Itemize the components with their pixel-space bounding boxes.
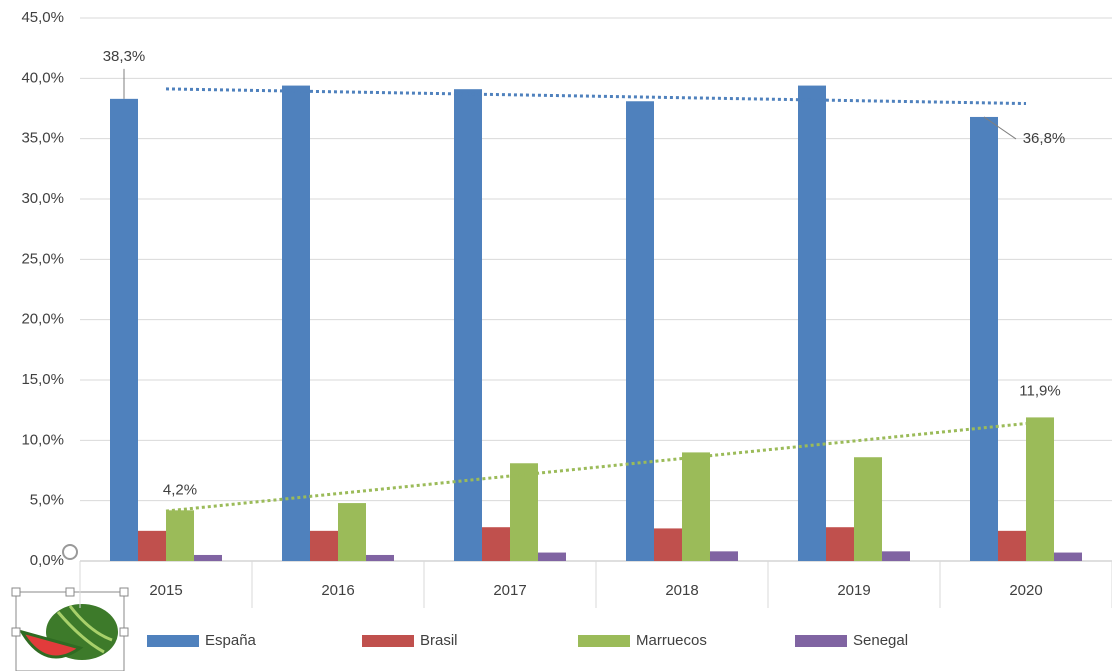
x-tick-label: 2017 bbox=[493, 582, 526, 599]
legend-label: Brasil bbox=[420, 632, 458, 649]
x-tick-label: 2016 bbox=[321, 582, 354, 599]
trendline bbox=[165, 87, 1027, 106]
bar bbox=[826, 527, 854, 561]
bar bbox=[338, 503, 366, 561]
rotate-handle bbox=[62, 544, 78, 560]
watermelon-image[interactable] bbox=[11, 544, 129, 671]
melon-slice bbox=[18, 629, 84, 659]
data-label: 11,9% bbox=[1019, 382, 1060, 399]
legend-label: Senegal bbox=[853, 632, 908, 649]
y-tick-label: 40,0% bbox=[21, 69, 64, 86]
legend-swatch bbox=[147, 635, 199, 647]
leader-line bbox=[983, 116, 1017, 140]
bar bbox=[194, 554, 222, 561]
y-tick-label: 35,0% bbox=[21, 130, 64, 147]
bar bbox=[970, 116, 998, 562]
bar bbox=[110, 98, 138, 561]
legend-swatch bbox=[578, 635, 630, 647]
bar bbox=[538, 552, 566, 561]
x-tick-label: 2018 bbox=[665, 582, 698, 599]
bar bbox=[454, 89, 482, 562]
bar bbox=[138, 530, 166, 561]
y-tick-label: 25,0% bbox=[21, 250, 64, 267]
bar bbox=[882, 551, 910, 561]
y-tick-label: 45,0% bbox=[21, 9, 64, 26]
data-label: 4,2% bbox=[163, 481, 197, 498]
data-label: 36,8% bbox=[1023, 130, 1066, 147]
bar bbox=[710, 551, 738, 561]
legend-label: España bbox=[205, 632, 257, 649]
y-tick-label: 30,0% bbox=[21, 190, 64, 207]
bar bbox=[310, 530, 338, 561]
x-tick-label: 2020 bbox=[1009, 582, 1042, 599]
melon-stripes bbox=[56, 605, 113, 654]
legend-swatch bbox=[795, 635, 847, 647]
y-tick-label: 10,0% bbox=[21, 431, 64, 448]
selection-handles bbox=[11, 587, 129, 637]
trendline bbox=[165, 422, 1027, 513]
legend-swatch bbox=[362, 635, 414, 647]
y-tick-label: 0,0% bbox=[30, 552, 64, 569]
bar bbox=[626, 101, 654, 561]
y-tick-label: 15,0% bbox=[21, 371, 64, 388]
bar bbox=[282, 85, 310, 561]
bar bbox=[366, 554, 394, 561]
x-tick-label: 2015 bbox=[149, 582, 182, 599]
bar bbox=[482, 527, 510, 561]
y-tick-label: 20,0% bbox=[21, 311, 64, 328]
x-tick-label: 2019 bbox=[837, 582, 870, 599]
data-label: 38,3% bbox=[103, 48, 146, 65]
bar bbox=[854, 457, 882, 561]
bar bbox=[654, 528, 682, 561]
bar bbox=[1026, 417, 1054, 561]
y-tick-label: 5,0% bbox=[30, 492, 64, 509]
bar bbox=[166, 510, 194, 561]
bar bbox=[798, 85, 826, 561]
bar bbox=[1054, 552, 1082, 561]
bar bbox=[682, 452, 710, 561]
legend-label: Marruecos bbox=[636, 632, 707, 649]
bar bbox=[510, 463, 538, 561]
bar bbox=[998, 530, 1026, 561]
